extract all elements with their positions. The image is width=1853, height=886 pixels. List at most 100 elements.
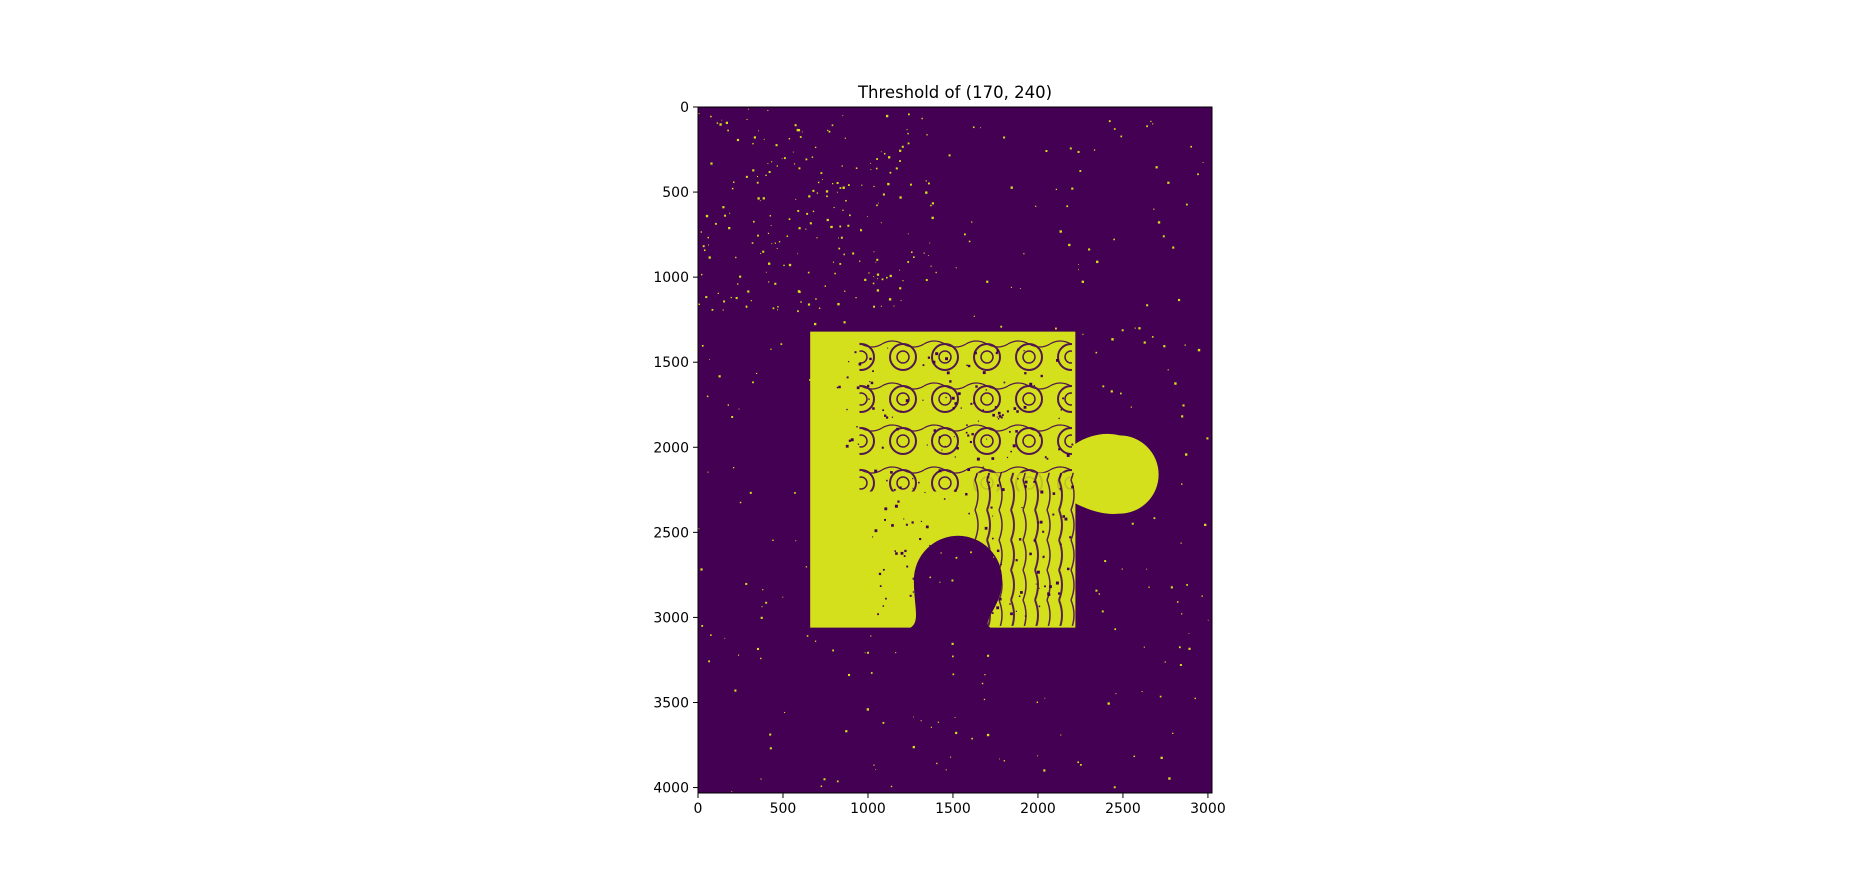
- noise-pixel: [1121, 568, 1123, 570]
- noise-pixel: [768, 281, 770, 283]
- noise-pixel: [774, 242, 776, 244]
- noise-pixel: [745, 582, 748, 585]
- texture-speckle: [905, 523, 908, 526]
- texture-speckle: [1033, 539, 1037, 542]
- noise-pixel: [840, 236, 843, 239]
- texture-speckle: [969, 440, 972, 444]
- noise-pixel: [1167, 369, 1169, 371]
- texture-speckle: [1055, 581, 1059, 585]
- texture-speckle: [998, 415, 1002, 418]
- noise-pixel: [855, 297, 857, 299]
- noise-pixel: [1138, 327, 1141, 330]
- noise-pixel: [761, 606, 763, 608]
- noise-pixel: [809, 222, 812, 225]
- texture-speckle: [949, 380, 952, 383]
- noise-pixel: [767, 262, 771, 265]
- noise-pixel: [876, 204, 878, 207]
- texture-speckle: [929, 544, 931, 547]
- noise-pixel: [708, 660, 711, 663]
- texture-speckle: [954, 489, 957, 492]
- texture-speckle: [971, 432, 974, 436]
- noise-pixel: [836, 780, 839, 783]
- noise-pixel: [717, 292, 719, 295]
- texture-speckle: [932, 360, 936, 364]
- texture-speckle: [922, 399, 924, 401]
- texture-speckle: [945, 396, 947, 399]
- noise-pixel: [832, 649, 835, 652]
- noise-pixel: [873, 185, 875, 188]
- noise-pixel: [973, 315, 975, 317]
- noise-pixel: [828, 130, 831, 133]
- texture-speckle: [1058, 592, 1061, 595]
- noise-pixel: [735, 296, 738, 300]
- noise-pixel: [861, 184, 863, 186]
- texture-speckle: [869, 381, 871, 383]
- texture-speckle: [996, 484, 1000, 487]
- texture-speckle: [878, 572, 882, 576]
- noise-pixel: [872, 282, 875, 285]
- texture-speckle: [996, 549, 1000, 553]
- noise-pixel: [847, 224, 850, 227]
- texture-speckle: [994, 406, 997, 408]
- noise-pixel: [1134, 327, 1136, 329]
- noise-pixel: [1101, 610, 1104, 613]
- texture-speckle: [886, 479, 888, 482]
- texture-speckle: [1049, 585, 1052, 589]
- noise-pixel: [1176, 601, 1179, 603]
- noise-pixel: [1146, 568, 1148, 570]
- noise-pixel: [793, 163, 796, 165]
- noise-pixel: [823, 778, 826, 781]
- texture-speckle: [1042, 555, 1045, 558]
- noise-pixel: [986, 280, 989, 283]
- texture-speckle: [1000, 563, 1002, 566]
- noise-pixel: [734, 689, 737, 692]
- noise-pixel: [931, 202, 934, 205]
- noise-pixel: [795, 198, 797, 200]
- texture-speckle: [1015, 610, 1017, 612]
- noise-pixel: [826, 218, 829, 222]
- noise-pixel: [759, 200, 761, 202]
- noise-pixel: [751, 242, 754, 244]
- noise-pixel: [907, 233, 909, 235]
- texture-speckle: [967, 364, 971, 368]
- noise-pixel: [731, 187, 734, 190]
- noise-pixel: [936, 762, 938, 765]
- texture-speckle: [900, 551, 904, 555]
- noise-pixel: [1157, 221, 1161, 224]
- noise-pixel: [752, 142, 754, 145]
- noise-pixel: [745, 175, 748, 178]
- noise-pixel: [792, 151, 794, 153]
- noise-pixel: [732, 467, 735, 469]
- noise-pixel: [1197, 173, 1199, 176]
- noise-pixel: [899, 269, 901, 271]
- noise-pixel: [783, 157, 786, 160]
- noise-pixel: [929, 242, 931, 244]
- noise-pixel: [921, 117, 923, 120]
- noise-pixel: [839, 187, 842, 189]
- noise-pixel: [1172, 246, 1175, 249]
- noise-pixel: [805, 228, 807, 230]
- noise-pixel: [843, 253, 846, 256]
- noise-pixel: [745, 306, 748, 308]
- texture-speckle: [1017, 477, 1019, 480]
- noise-pixel: [1044, 697, 1046, 699]
- y-tick-label: 3500: [653, 695, 689, 711]
- noise-pixel: [876, 158, 878, 160]
- noise-pixel: [786, 235, 789, 237]
- texture-speckle: [1030, 427, 1032, 429]
- noise-pixel: [1185, 203, 1188, 206]
- texture-speckle: [1006, 456, 1009, 459]
- noise-pixel: [951, 579, 954, 582]
- noise-pixel: [873, 276, 875, 278]
- noise-pixel: [1182, 404, 1185, 407]
- noise-pixel: [1186, 584, 1188, 586]
- noise-pixel: [797, 310, 799, 313]
- texture-speckle: [1040, 490, 1044, 494]
- noise-pixel: [868, 272, 870, 274]
- noise-pixel: [899, 149, 902, 152]
- noise-pixel: [925, 191, 928, 194]
- texture-speckle: [992, 515, 994, 517]
- heatmap-image: [698, 107, 1212, 793]
- noise-pixel: [774, 282, 777, 285]
- texture-speckle: [870, 381, 874, 385]
